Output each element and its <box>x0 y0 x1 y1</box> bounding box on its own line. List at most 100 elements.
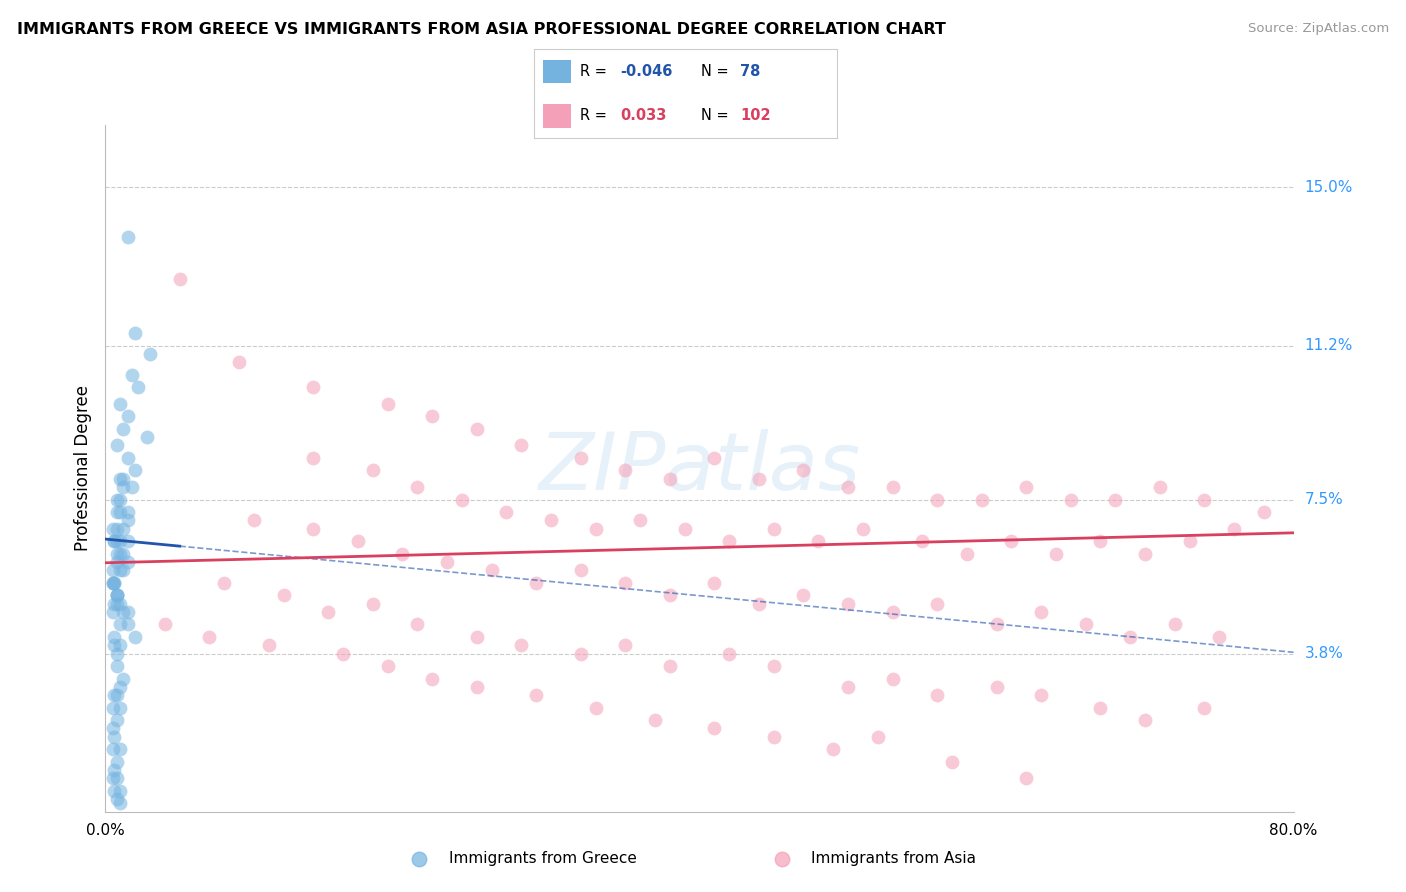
Point <box>112 605 135 619</box>
Point <box>1119 630 1142 644</box>
Point <box>103 763 125 777</box>
Point <box>1149 480 1171 494</box>
Point <box>101 522 124 536</box>
Point <box>105 713 128 727</box>
Point <box>105 755 128 769</box>
Point <box>406 617 429 632</box>
Point <box>1029 605 1052 619</box>
Point <box>105 588 128 602</box>
Text: N =: N = <box>700 64 733 78</box>
Point <box>1223 522 1246 536</box>
Point <box>243 513 266 527</box>
Point <box>510 638 533 652</box>
Point <box>524 688 547 702</box>
Point <box>112 480 135 494</box>
Point <box>510 438 533 452</box>
Point <box>569 647 592 661</box>
Point <box>927 492 949 507</box>
Point <box>1074 617 1097 632</box>
Point <box>117 534 139 549</box>
Point <box>110 617 132 632</box>
Point <box>420 672 443 686</box>
Point <box>110 492 132 507</box>
Point <box>332 647 354 661</box>
Text: IMMIGRANTS FROM GREECE VS IMMIGRANTS FROM ASIA PROFESSIONAL DEGREE CORRELATION C: IMMIGRANTS FROM GREECE VS IMMIGRANTS FRO… <box>17 22 946 37</box>
Point <box>117 513 139 527</box>
Point <box>110 397 132 411</box>
Point <box>628 513 651 527</box>
Text: 11.2%: 11.2% <box>1305 338 1353 353</box>
Point <box>316 605 339 619</box>
Point <box>103 575 125 590</box>
Text: Immigrants from Asia: Immigrants from Asia <box>811 851 976 866</box>
Point <box>110 742 132 756</box>
Point <box>103 638 125 652</box>
Point <box>1208 630 1230 644</box>
Point <box>986 617 1008 632</box>
Point <box>481 563 503 577</box>
Point <box>103 784 125 798</box>
Point <box>770 851 793 865</box>
Point <box>882 672 904 686</box>
Point <box>124 326 146 340</box>
Point <box>658 588 681 602</box>
Point <box>970 492 993 507</box>
Point <box>718 647 741 661</box>
Bar <box>543 60 571 83</box>
Point <box>103 534 125 549</box>
Point <box>112 563 135 577</box>
Point <box>101 575 124 590</box>
Point <box>105 659 128 673</box>
Point <box>837 480 859 494</box>
Point <box>1104 492 1126 507</box>
Point <box>105 505 128 519</box>
Point <box>105 647 128 661</box>
Point <box>420 409 443 424</box>
Point <box>614 638 637 652</box>
Point <box>302 522 325 536</box>
Point <box>117 450 139 465</box>
Point <box>748 597 770 611</box>
Point <box>956 547 979 561</box>
Point <box>110 597 132 611</box>
Point <box>110 638 132 652</box>
Point <box>911 534 934 549</box>
Point <box>1029 688 1052 702</box>
Point <box>112 422 135 436</box>
Point <box>391 547 413 561</box>
Point <box>117 230 139 244</box>
Point <box>214 575 236 590</box>
Point <box>569 450 592 465</box>
Point <box>408 851 430 865</box>
Point <box>703 450 725 465</box>
Point <box>673 522 696 536</box>
Point <box>101 563 124 577</box>
Point <box>117 617 139 632</box>
Point <box>124 630 146 644</box>
Point <box>837 680 859 694</box>
Point <box>792 463 814 477</box>
Point <box>361 597 384 611</box>
Point <box>377 397 399 411</box>
Point <box>101 575 124 590</box>
Point <box>101 605 124 619</box>
Point <box>1015 480 1038 494</box>
Point <box>105 522 128 536</box>
Point <box>103 534 125 549</box>
Text: 7.5%: 7.5% <box>1305 492 1343 507</box>
Point <box>112 522 135 536</box>
Point <box>569 563 592 577</box>
Point <box>105 547 128 561</box>
Point <box>117 505 139 519</box>
Text: R =: R = <box>579 109 612 123</box>
Point <box>361 463 384 477</box>
Point <box>1133 713 1156 727</box>
Point <box>585 700 607 714</box>
Point <box>105 534 128 549</box>
Point <box>1194 700 1216 714</box>
Text: Immigrants from Greece: Immigrants from Greece <box>449 851 637 866</box>
Point <box>117 605 139 619</box>
Point <box>117 555 139 569</box>
Point <box>823 742 845 756</box>
Point <box>112 672 135 686</box>
